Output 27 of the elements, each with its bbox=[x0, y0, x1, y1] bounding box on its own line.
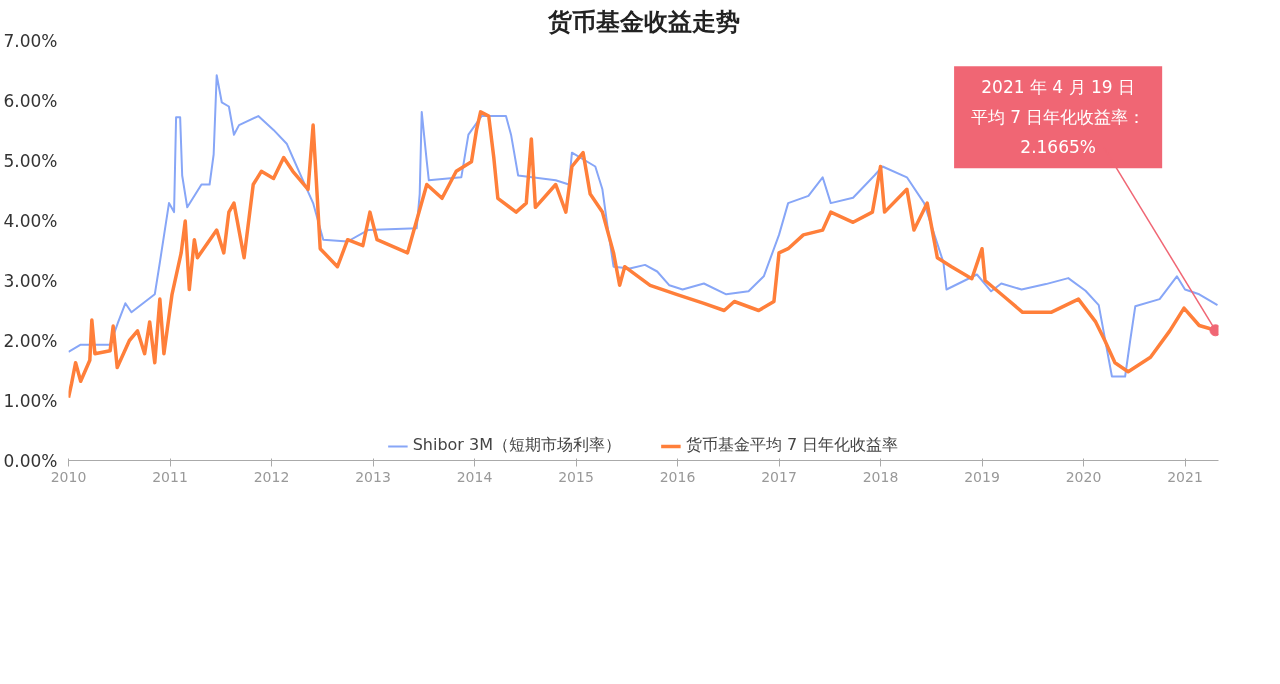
x-tick-label: 2011 bbox=[152, 468, 188, 485]
chart-title: 货币基金收益走势 bbox=[546, 7, 740, 36]
line-series bbox=[68, 74, 1219, 378]
y-tick-label: 2.00% bbox=[3, 330, 58, 351]
x-tick-label: 2018 bbox=[862, 468, 899, 485]
x-tick-label: 2019 bbox=[964, 468, 1000, 485]
annotation: 2.1665% bbox=[1020, 137, 1096, 158]
x-tick-label: 2015 bbox=[558, 468, 594, 485]
y-tick-label: 0.00% bbox=[3, 450, 58, 471]
y-tick-label: 5.00% bbox=[3, 150, 58, 171]
x-tick-label: 2010 bbox=[50, 468, 87, 485]
x-tick-label: 2012 bbox=[253, 468, 290, 485]
y-tick-label: 4.00% bbox=[3, 210, 58, 231]
x-tick-label: 2014 bbox=[456, 468, 493, 485]
x-tick-label: 2017 bbox=[761, 468, 797, 485]
x-tick-label: 2013 bbox=[355, 468, 391, 485]
x-tick-label: 2020 bbox=[1065, 468, 1102, 485]
legend-label: 货币基金平均 7 日年化收益率 bbox=[685, 435, 899, 456]
annotation: 2021 年 4 月 19 日 bbox=[981, 77, 1135, 98]
y-tick-label: 3.00% bbox=[3, 270, 58, 291]
x-tick-label: 2016 bbox=[659, 468, 696, 485]
annotation: 平均 7 日年化收益率： bbox=[970, 107, 1146, 128]
x-tick-label: 2021 bbox=[1167, 468, 1203, 485]
y-tick-label: 7.00% bbox=[3, 30, 58, 51]
y-tick-label: 6.00% bbox=[3, 90, 58, 111]
y-tick-label: 1.00% bbox=[3, 390, 58, 411]
legend-label: Shibor 3M（短期市场利率） bbox=[412, 435, 621, 456]
